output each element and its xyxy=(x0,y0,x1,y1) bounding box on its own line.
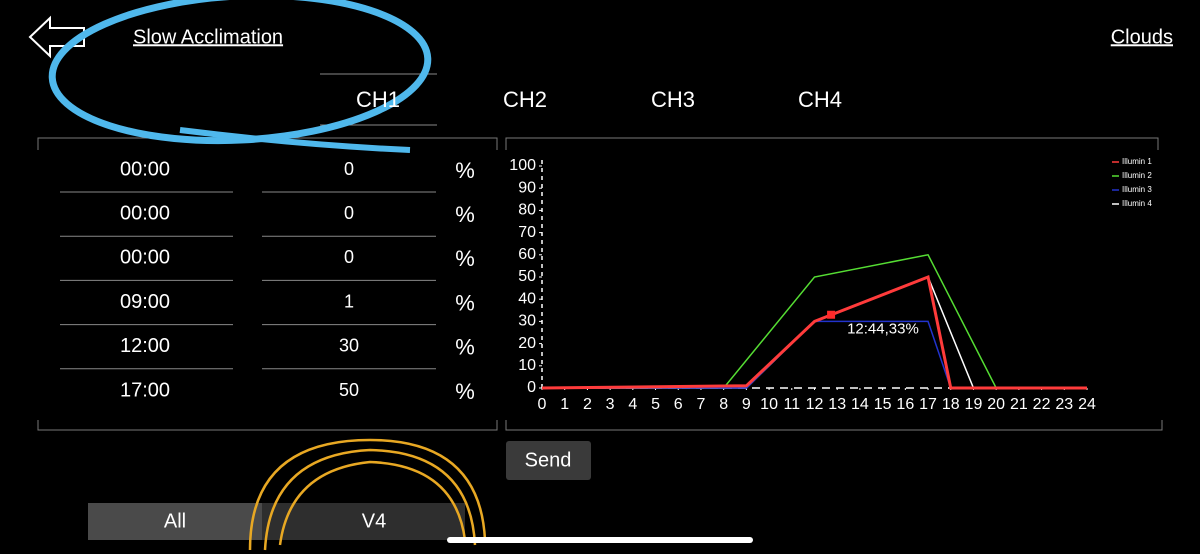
x-tick-label: 14 xyxy=(851,396,869,413)
x-tick-label: 19 xyxy=(965,396,983,413)
channel-tab[interactable]: CH1 xyxy=(356,87,400,112)
x-tick-label: 6 xyxy=(674,396,683,413)
x-tick-label: 8 xyxy=(719,396,728,413)
send-label[interactable]: Send xyxy=(525,449,572,471)
value-cell: 50 xyxy=(339,380,359,400)
time-cell: 00:00 xyxy=(120,247,170,269)
y-tick-label: 10 xyxy=(518,357,536,374)
x-tick-label: 16 xyxy=(896,396,914,413)
scribble xyxy=(179,127,411,153)
home-indicator xyxy=(447,537,753,543)
legend-label: Illumin 2 xyxy=(1122,171,1152,180)
x-tick-label: 7 xyxy=(697,396,706,413)
x-tick-label: 20 xyxy=(987,396,1005,413)
send-button[interactable] xyxy=(506,441,591,480)
y-tick-label: 20 xyxy=(518,335,536,352)
time-cell: 17:00 xyxy=(120,379,170,401)
tab-label[interactable]: V4 xyxy=(362,510,386,532)
y-tick-label: 30 xyxy=(518,313,536,330)
scribble xyxy=(248,438,487,551)
legend-label: Illumin 1 xyxy=(1122,157,1152,166)
time-cell: 00:00 xyxy=(120,158,170,180)
value-cell: 0 xyxy=(344,247,354,267)
series-line xyxy=(541,274,1087,390)
panel-frame xyxy=(505,137,1163,431)
channel-tab[interactable]: CH2 xyxy=(503,87,547,112)
x-tick-label: 10 xyxy=(760,396,778,413)
unit-cell: % xyxy=(455,202,475,227)
selected-point xyxy=(827,310,836,319)
x-tick-label: 2 xyxy=(583,396,592,413)
x-tick-label: 4 xyxy=(628,396,637,413)
y-tick-label: 90 xyxy=(518,179,536,196)
channel-tab[interactable]: CH3 xyxy=(651,87,695,112)
tab-label[interactable]: All xyxy=(164,510,186,532)
screen-title[interactable]: Slow Acclimation xyxy=(133,26,283,48)
tab-v4[interactable] xyxy=(262,503,465,540)
unit-cell: % xyxy=(455,158,475,183)
x-tick-label: 15 xyxy=(874,396,892,413)
y-tick-label: 70 xyxy=(518,224,536,241)
value-cell: 30 xyxy=(339,336,359,356)
tab-all[interactable] xyxy=(88,503,262,540)
time-cell: 00:00 xyxy=(120,202,170,224)
schedule-table: 00:00 0 % 00:00 0 % 00:00 0 % 09:00 1 % 12:00 30 % 17:0… xyxy=(60,158,475,404)
x-tick-label: 24 xyxy=(1078,396,1096,413)
value-cell: 0 xyxy=(344,159,354,179)
x-tick-label: 22 xyxy=(1033,396,1051,413)
x-tick-label: 11 xyxy=(783,396,800,413)
legend-label: Illumin 4 xyxy=(1122,199,1152,208)
x-tick-label: 13 xyxy=(828,396,846,413)
unit-cell: % xyxy=(455,290,475,315)
y-tick-label: 60 xyxy=(518,246,536,263)
unit-cell: % xyxy=(455,379,475,404)
x-tick-label: 0 xyxy=(538,396,547,413)
unit-cell: % xyxy=(455,246,475,271)
channel-tab[interactable]: CH4 xyxy=(798,87,842,112)
x-tick-label: 9 xyxy=(742,396,751,413)
y-tick-label: 80 xyxy=(518,202,536,219)
unit-cell: % xyxy=(455,335,475,360)
value-cell: 1 xyxy=(344,291,354,311)
time-cell: 12:00 xyxy=(120,335,170,357)
x-tick-label: 5 xyxy=(651,396,660,413)
y-tick-label: 40 xyxy=(518,290,536,307)
x-tick-label: 17 xyxy=(919,396,937,413)
y-tick-label: 100 xyxy=(509,157,536,174)
x-tick-label: 12 xyxy=(806,396,824,413)
x-tick-label: 23 xyxy=(1055,396,1073,413)
clouds-link[interactable]: Clouds xyxy=(1111,26,1173,48)
value-cell: 0 xyxy=(344,203,354,223)
legend-label: Illumin 3 xyxy=(1122,185,1152,194)
time-cell: 09:00 xyxy=(120,291,170,313)
point-annotation: 12:44,33% xyxy=(847,321,919,338)
x-tick-label: 21 xyxy=(1010,396,1028,413)
x-tick-label: 18 xyxy=(942,396,960,413)
y-tick-label: 0 xyxy=(527,379,536,396)
x-tick-label: 1 xyxy=(560,396,569,413)
x-tick-label: 3 xyxy=(606,396,615,413)
y-tick-label: 50 xyxy=(518,268,536,285)
